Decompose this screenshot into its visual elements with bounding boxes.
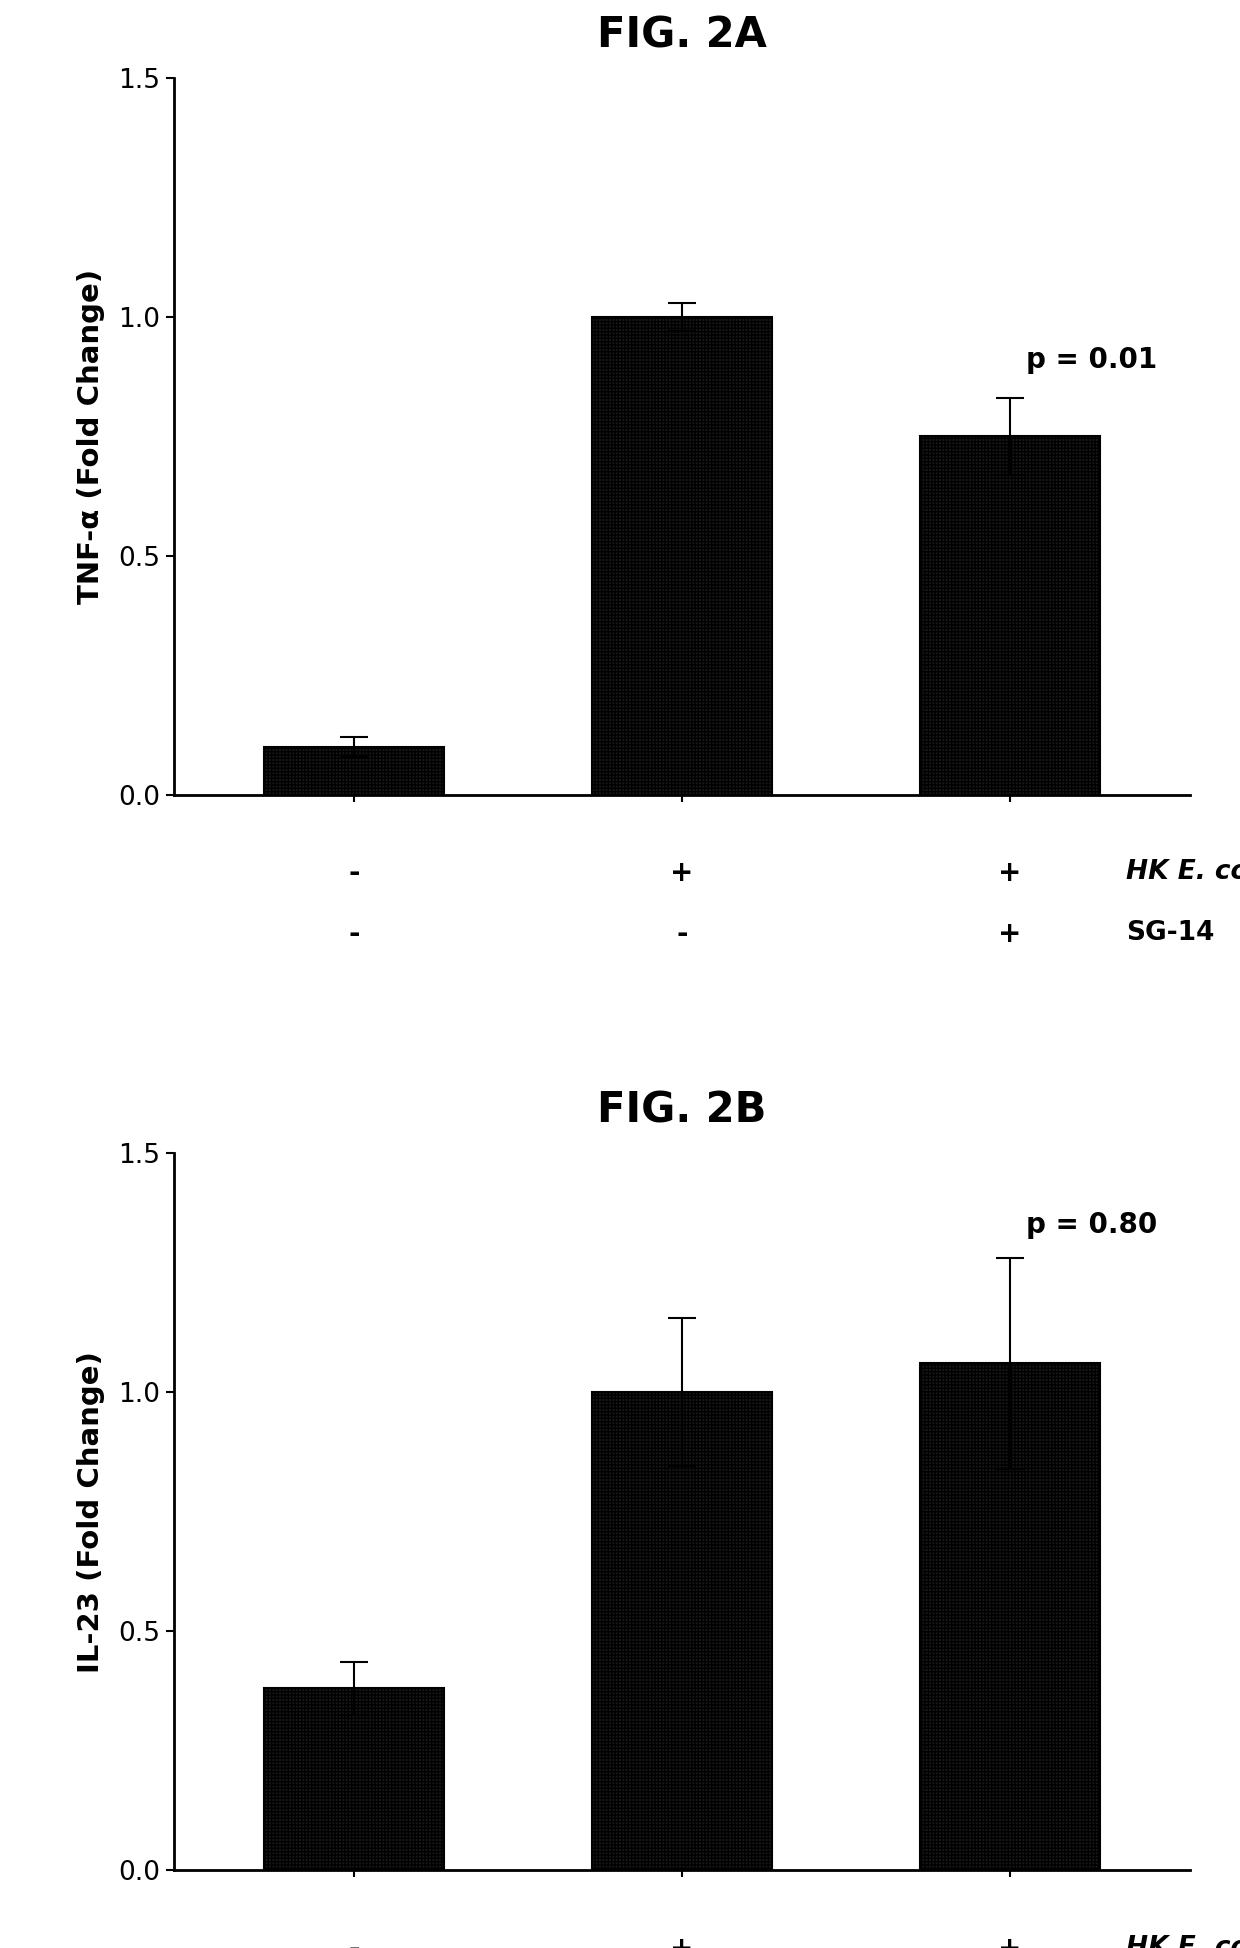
Text: HK E. coli: HK E. coli [1126,859,1240,884]
Text: -: - [348,1934,360,1948]
Text: +: + [998,859,1022,886]
Y-axis label: TNF-α (Fold Change): TNF-α (Fold Change) [77,269,104,604]
Text: +: + [998,1934,1022,1948]
Text: +: + [671,859,693,886]
Text: HK E. coli: HK E. coli [1126,1934,1240,1948]
Title: FIG. 2A: FIG. 2A [598,14,766,56]
Y-axis label: IL-23 (Fold Change): IL-23 (Fold Change) [77,1350,104,1673]
Bar [264,746,444,795]
Bar [591,318,773,795]
Text: -: - [676,919,688,949]
Text: -: - [348,859,360,886]
Text: +: + [671,1934,693,1948]
Text: p = 0.01: p = 0.01 [1027,347,1157,374]
Text: SG-14: SG-14 [1126,919,1215,947]
Text: +: + [998,919,1022,949]
Bar [920,1364,1100,1870]
Title: FIG. 2B: FIG. 2B [598,1089,766,1132]
Bar [591,1393,773,1870]
Text: -: - [348,919,360,949]
Bar [264,1689,444,1870]
Bar [920,436,1100,795]
Text: p = 0.80: p = 0.80 [1027,1212,1158,1239]
